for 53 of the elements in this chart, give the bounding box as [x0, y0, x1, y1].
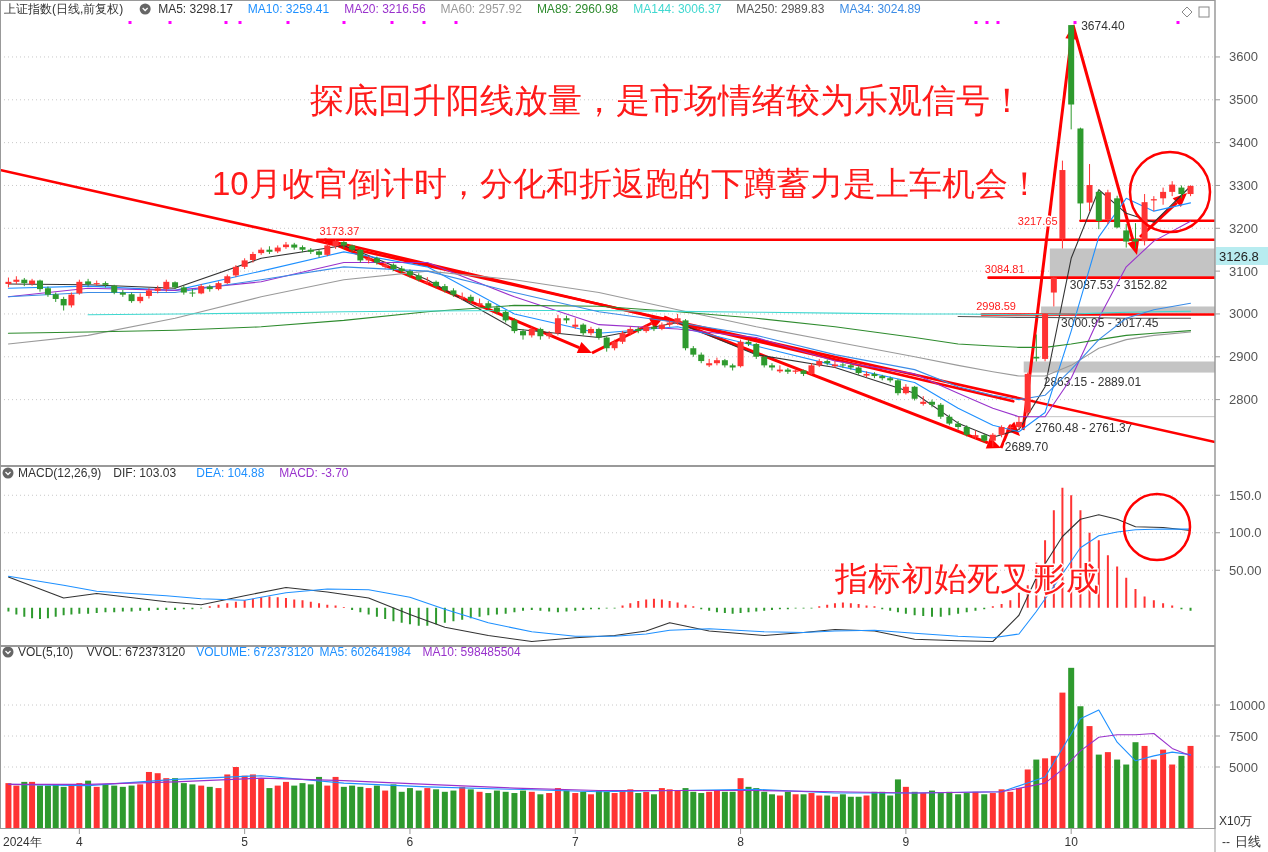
y-tick-label: 3300 [1229, 177, 1258, 193]
x-tick-label: 8 [737, 835, 745, 849]
x-tick-label: 7 [571, 835, 579, 849]
text: MA5: 3298.17 [158, 2, 234, 16]
y-tick-label: 3100 [1229, 263, 1258, 279]
y-tick-label: 5000 [1229, 759, 1258, 775]
y-tick-label: 3500 [1229, 92, 1258, 108]
x-tick-label: 5 [241, 835, 249, 849]
annotation: 2998.59 [976, 299, 1016, 312]
annotation: VOLUME: 672373120 [196, 645, 315, 659]
x-tick-label: 9 [902, 835, 910, 849]
x-tick-label: 4 [76, 835, 83, 849]
annotation: 3674.40 [1081, 19, 1125, 34]
y-tick-label: 100.0 [1229, 525, 1262, 541]
annotation: MACD: -3.70 [279, 466, 349, 480]
chart-title: VOL(5,10) [18, 645, 74, 659]
text: DIF: 103.03 [113, 466, 177, 480]
text: 日线 [1235, 834, 1261, 849]
y-tick-label: 3000 [1229, 306, 1258, 322]
annotation: 3084.81 [984, 262, 1025, 275]
y-tick-label: 3400 [1229, 135, 1258, 151]
y-axis-title: X10万 [1219, 814, 1253, 828]
text: MA144: 3006.37 [633, 2, 722, 16]
chart-title: MACD(12,26,9) [18, 466, 102, 480]
text: -- [1222, 835, 1230, 849]
text: MA250: 2989.83 [736, 2, 825, 16]
text: MA20: 3216.56 [344, 2, 426, 16]
text: MA10: 598485504 [422, 645, 522, 659]
y-tick-label: 10000 [1229, 697, 1266, 713]
annotation: 探底回升阳线放量，是市场情绪较为乐观信号！ [310, 81, 1024, 119]
y-tick-label: 150.0 [1229, 487, 1262, 503]
text: MA5: 602641984 [319, 645, 412, 659]
annotation: VVOL: 672373120 [86, 645, 186, 659]
text: MA10: 3259.41 [247, 2, 330, 16]
y-tick-label: 50.00 [1229, 562, 1262, 578]
y-tick-label: 3200 [1229, 220, 1258, 236]
x-tick-label: 6 [406, 835, 414, 849]
text: DEA: 104.88 [196, 466, 265, 480]
chart-title: 上证指数(日线,前复权) [4, 2, 124, 16]
text: MA89: 2960.98 [536, 2, 619, 16]
x-tick-label: 10 [1064, 835, 1079, 849]
y-tick-label: 7500 [1229, 728, 1258, 744]
text: MA34: 3024.89 [839, 2, 922, 16]
band-label: 2760.48 - 2761.37 [1034, 420, 1133, 435]
y-tick-label: 2900 [1229, 349, 1258, 365]
text: MA60: 2957.92 [440, 2, 523, 16]
annotation: 2689.70 [1004, 439, 1049, 454]
text: 3126.8 [1219, 249, 1259, 264]
annotation: 10月收官倒计时，分化和折返跑的下蹲蓄力是上车机会！ [212, 165, 1041, 202]
x-axis-title: 2024年 [3, 835, 42, 849]
y-tick-label: 3600 [1229, 49, 1258, 65]
annotation: 3173.37 [319, 224, 360, 237]
y-tick-label: 2800 [1229, 392, 1258, 408]
